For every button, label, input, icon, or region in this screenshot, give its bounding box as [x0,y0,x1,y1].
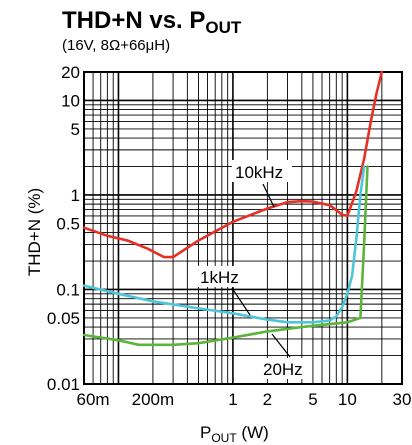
label-1khz: 1kHz [200,268,239,287]
series-line-20hz [82,165,369,347]
chart-title: THD+N vs. POUT [62,7,242,37]
y-tick-label: 0.01 [47,375,80,394]
label-bg-10khz [232,160,292,182]
plot-frame [83,71,403,385]
series-line-10khz [82,70,384,259]
label-10khz: 10kHz [235,163,283,182]
y-tick-label: 1 [71,186,80,205]
leader-10khz [262,183,275,208]
label-bg-1khz [196,266,246,287]
major-gridlines [84,71,402,385]
label-bg-20hz [260,358,312,379]
y-tick-label: 0.1 [56,280,80,299]
x-tick-label: 1 [228,390,237,409]
y-tick-label: 0.05 [47,309,80,328]
leader-1khz [231,287,251,316]
y-axis-label: THD+N (%) [25,188,44,276]
annotation-10khz: 10kHz [232,160,292,208]
minor-gridlines [83,71,403,384]
x-tick-label: 30 [393,390,412,409]
x-tick-label: 5 [308,390,317,409]
x-tick-label: 10 [338,390,357,409]
x-tick-label: 2 [263,390,272,409]
y-tick-label: 5 [71,120,80,139]
y-tick-labels: 0.01 0.05 0.1 0.5 1 5 10 20 [47,63,80,394]
x-tick-label: 60m [77,390,110,409]
label-20hz: 20Hz [263,360,303,379]
annotation-20hz: 20Hz [260,333,312,379]
x-tick-labels: 60m 200m 1 2 5 10 30 [77,390,412,409]
y-tick-label: 0.5 [56,214,80,233]
series-layer [82,70,384,347]
chart-subtitle: (16V, 8Ω+66μH) [62,37,170,54]
annotation-1khz: 1kHz [196,266,251,316]
y-tick-label: 10 [61,91,80,110]
series-line-1khz [82,165,366,324]
y-tick-label: 20 [61,63,80,82]
x-tick-label: 200m [132,390,175,409]
x-axis-label: POUT (W) [200,423,269,445]
leader-20hz [271,333,291,358]
